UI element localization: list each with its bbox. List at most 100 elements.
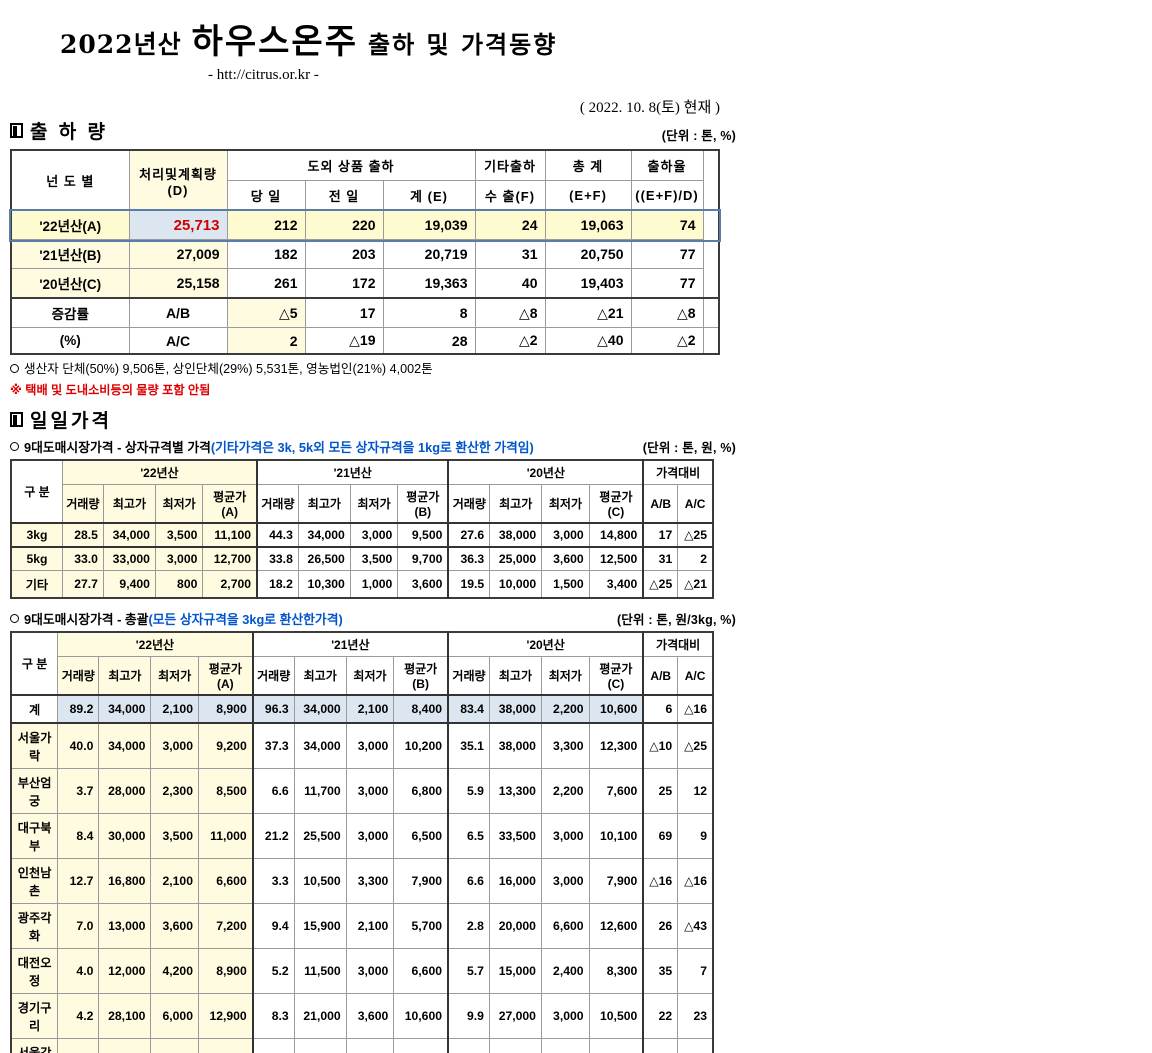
cell-vol-22: 4.2 xyxy=(57,993,100,1039)
cell-sum: 19,363 xyxy=(382,268,476,299)
cell-low-20: 6,600 xyxy=(540,903,590,949)
cell-avg-21: 6,500 xyxy=(393,813,450,859)
cell-rate xyxy=(702,297,720,328)
cell-prev: 220 xyxy=(304,210,384,240)
cell-low-22: 2,100 xyxy=(150,858,199,904)
subsection-box-price-label: 9대도매시장가격 - 상자규격별 가격 xyxy=(24,440,211,455)
cell-ac: 7 xyxy=(677,948,714,994)
cell-ac: 23 xyxy=(677,993,714,1039)
section1-heading: 출 하 량 xyxy=(30,122,108,143)
cell-ac: △25 xyxy=(677,522,714,548)
cell-sum: △2 xyxy=(474,327,546,355)
cell-avg-20: 7,600 xyxy=(588,768,645,814)
table-row: 대구북부 8.4 30,000 3,500 11,000 21.2 25,500 3,000 6… xyxy=(10,813,714,859)
shipment-table: 넌 도 별 처리및계획량 (D) 도외 상품 출하 기타출하 총 계 출하율 당… xyxy=(9,149,721,355)
cell-today: 182 xyxy=(226,239,306,269)
cell-high-21: 11,700 xyxy=(293,768,347,814)
cell-vol-21: 5.2 xyxy=(252,948,295,994)
cell-vol-22: 5.5 xyxy=(57,1038,100,1053)
cell-low-21: 3,600 xyxy=(345,993,395,1039)
cell-avg-22: 8,500 xyxy=(197,768,254,814)
circle-bullet-icon xyxy=(10,614,19,623)
col-group-compare: 가격대비 xyxy=(642,631,714,657)
row-label: 대구북부 xyxy=(10,813,59,859)
table-row: '22년산(A) 25,713 212 220 19,039 24 19,063… xyxy=(9,208,721,242)
cell-export: 24 xyxy=(474,210,546,240)
cell-high-22: 34,000 xyxy=(98,694,152,724)
cell-prev: 28 xyxy=(382,327,476,355)
cell-ac: △16 xyxy=(677,694,714,724)
cell-low-21: 3,000 xyxy=(349,522,399,548)
col-avg-b: 평균가(B) xyxy=(393,656,450,696)
subsection-overall: 9대도매시장가격 - 총괄(모든 상자규격을 3kg로 환산한가격) xyxy=(10,609,343,628)
cell-high-21: 10,800 xyxy=(293,1038,347,1053)
table-row: 서울가락 40.0 34,000 3,000 9,200 37.3 34,000 3,000 1… xyxy=(10,722,714,769)
col-today: 당 일 xyxy=(226,180,306,211)
cell-low-20: 3,000 xyxy=(540,813,590,859)
cell-sum: 20,719 xyxy=(382,239,476,269)
cell-today: 212 xyxy=(226,210,306,240)
square-bullet-icon xyxy=(10,412,23,427)
table-row: 경기구리 4.2 28,100 6,000 12,900 8.3 21,000 3,600 10… xyxy=(10,993,714,1039)
cell-today: △19 xyxy=(304,327,384,355)
cell-sum: △8 xyxy=(474,297,546,328)
cell-ab: 69 xyxy=(642,813,679,859)
cell-avg-21: 7,900 xyxy=(393,858,450,904)
note-producer-groups: 생산자 단체(50%) 9,506톤, 상인단체(29%) 5,531톤, 영농… xyxy=(10,358,1152,377)
cell-vol-21: 1.5 xyxy=(252,1038,295,1053)
note-producer-text: 생산자 단체(50%) 9,506톤, 상인단체(29%) 5,531톤, 영농… xyxy=(24,362,433,376)
cell-total: △8 xyxy=(630,297,704,328)
cell-low-22: 2,100 xyxy=(150,694,199,724)
row-label: '20년산(C) xyxy=(10,268,130,299)
cell-vol-21: 18.2 xyxy=(256,570,299,599)
cell-low-22: 3,500 xyxy=(150,813,199,859)
cell-avg-22: 11,000 xyxy=(197,813,254,859)
col-ab: A/B xyxy=(642,656,679,696)
col-total: (E+F) xyxy=(544,180,632,211)
table-row-delta: 증감률 A/B △5 17 8 △8 △21 △8 xyxy=(10,297,720,328)
table-row: '21년산(B) 27,009 182 203 20,719 31 20,750… xyxy=(10,239,719,269)
col-high-20: 최고가 xyxy=(489,484,543,524)
cell-high-22: 34,000 xyxy=(102,522,156,548)
cell-vol-22: 7.0 xyxy=(57,903,100,949)
table-row: 대전오정 4.0 12,000 4,200 8,900 5.2 11,500 3,000 6,6… xyxy=(10,948,714,994)
cell-vol-20: 2.8 xyxy=(447,903,490,949)
table-header-row: 구 분 '22년산 '21년산 '20년산 가격대비 xyxy=(10,631,714,696)
col-year: 넌 도 별 xyxy=(10,149,130,211)
cell-high-22: 13,000 xyxy=(98,1038,152,1053)
col-group-dooe: 도외 상품 출하 xyxy=(226,149,476,181)
delta-label-2: (%) xyxy=(10,327,130,355)
cell-high-20: 38,000 xyxy=(488,722,542,769)
section2-units-2: (단위 : 톤, 원/3kg, %) xyxy=(616,613,736,627)
title-tail: 출하 및 가격동향 xyxy=(368,30,558,59)
row-label: 서울가락 xyxy=(10,722,59,769)
cell-low-20: 2,700 xyxy=(540,1038,590,1053)
site-url: - htt://citrus.or.kr - xyxy=(208,67,319,83)
cell-low-21: 3,500 xyxy=(349,546,399,571)
cell-low-21: 1,000 xyxy=(349,570,399,599)
cell-sum: 19,039 xyxy=(382,210,476,240)
cell-low-21: 4,500 xyxy=(345,1038,395,1053)
cell-vol-22: 40.0 xyxy=(57,722,100,769)
cell-plan: 27,009 xyxy=(128,239,228,269)
section2-heading: 일일가격 xyxy=(30,411,112,432)
col-group-2020: '20년산 xyxy=(447,459,645,485)
col-avg-b: 평균가(B) xyxy=(397,484,450,524)
cell-vol-22: 33.0 xyxy=(61,546,104,571)
box-spec-price-table: 구 분 '22년산 '21년산 '20년산 가격대비 거래량 최고가 최저가 평… xyxy=(10,459,714,599)
cell-vol-22: 89.2 xyxy=(57,694,100,724)
col-group-2020: '20년산 xyxy=(447,631,645,657)
cell-high-21: 21,000 xyxy=(293,993,347,1039)
cell-high-22: 28,000 xyxy=(98,768,152,814)
cell-vol-22: 28.5 xyxy=(61,522,104,548)
table-row: 서울강서5.513,0004,5008,9001.510,8004,5008,5… xyxy=(10,1038,714,1053)
table-row: 부산엄궁 3.7 28,000 2,300 8,500 6.6 11,700 3,000 6,8… xyxy=(10,768,714,814)
cell-avg-21: 9,500 xyxy=(397,522,450,548)
cell-ac: 9 xyxy=(677,813,714,859)
square-bullet-icon xyxy=(10,123,23,138)
cell-high-20: 16,000 xyxy=(488,858,542,904)
cell-high-21: 34,000 xyxy=(293,722,347,769)
cell-ab: △25 xyxy=(642,570,679,599)
cell-low-20: 2,200 xyxy=(540,768,590,814)
